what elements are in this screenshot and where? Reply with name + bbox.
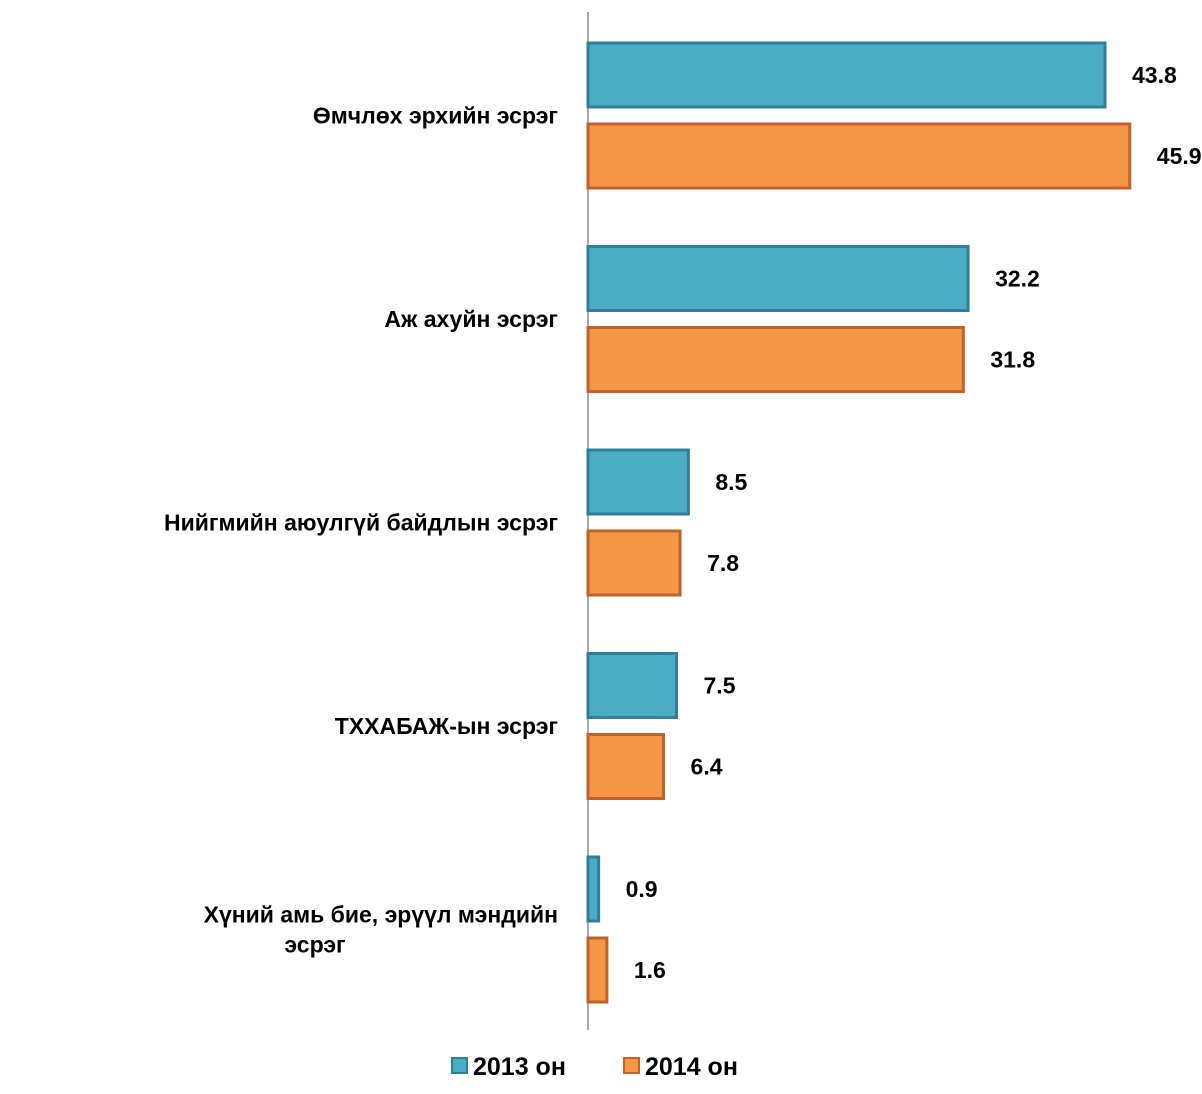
value-label: 7.8 bbox=[707, 550, 739, 576]
category-label: ТХХАБАЖ-ын эсрэг bbox=[335, 713, 558, 739]
bar-2014-2 bbox=[586, 529, 682, 597]
bar-2014-4 bbox=[586, 936, 609, 1004]
bar-2013-1 bbox=[586, 245, 970, 312]
value-label: 32.2 bbox=[995, 266, 1040, 292]
category-label: Аж ахуйн эсрэг bbox=[384, 306, 558, 332]
value-label: 8.5 bbox=[715, 469, 747, 495]
value-label: 1.6 bbox=[634, 957, 666, 983]
value-label: 45.9 bbox=[1157, 143, 1202, 169]
bar-2014-1 bbox=[586, 326, 965, 393]
value-label: 31.8 bbox=[990, 347, 1035, 373]
bar-2013-0 bbox=[586, 41, 1107, 109]
category-label: Өмчлөх эрхийн эсрэг bbox=[313, 103, 558, 129]
value-label: 6.4 bbox=[691, 754, 723, 780]
legend-swatch-2013 bbox=[451, 1057, 468, 1074]
legend-label-2013: 2013 он bbox=[473, 1053, 566, 1081]
legend-swatch-2014 bbox=[623, 1057, 640, 1074]
bar-2014-0 bbox=[586, 122, 1132, 190]
value-label: 0.9 bbox=[626, 876, 658, 902]
category-label: Хүний амь бие, эрүүл мэндийн bbox=[204, 902, 558, 928]
value-label: 7.5 bbox=[704, 673, 736, 699]
bar-2013-2 bbox=[586, 448, 690, 516]
bar-2013-3 bbox=[586, 652, 679, 719]
bar-2013-4 bbox=[586, 855, 601, 923]
bar-2014-3 bbox=[586, 733, 666, 800]
value-label: 43.8 bbox=[1132, 62, 1177, 88]
legend-label-2014: 2014 он bbox=[645, 1053, 738, 1081]
category-label: Нийгмийн аюулгүй байдлын эсрэг bbox=[164, 510, 558, 536]
category-label: эсрэг bbox=[284, 932, 345, 958]
